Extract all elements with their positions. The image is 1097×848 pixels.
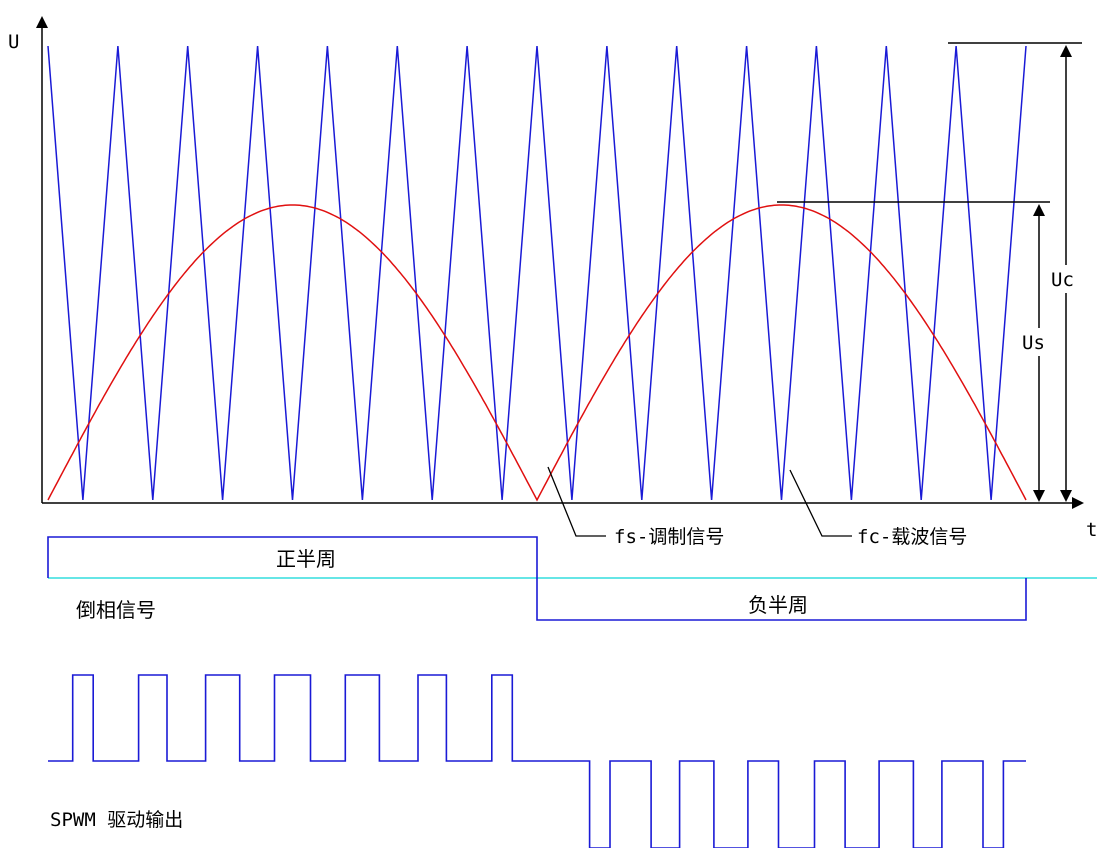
polarity-square-wave [47, 536, 1027, 621]
positive-half-label: 正半周 [276, 547, 336, 571]
modulation-sine-wave [47, 204, 1027, 502]
x-axis-label: t [1086, 519, 1097, 541]
spwm-caption: SPWM 驱动输出 [50, 809, 183, 831]
negative-half-label: 负半周 [748, 593, 808, 617]
y-axis-label: U [8, 31, 19, 53]
carrier-leader-line [789, 469, 852, 537]
modulation-leader-line [547, 466, 606, 537]
carrier-legend-label: fc-载波信号 [857, 526, 967, 548]
spwm-output-pulses [48, 674, 1026, 848]
carrier-triangle-wave [47, 45, 1027, 501]
modulation-legend-label: fs-调制信号 [614, 526, 724, 548]
polarity-caption: 倒相信号 [76, 598, 156, 622]
us-label: Us [1022, 332, 1045, 354]
uc-label: Uc [1051, 269, 1074, 291]
spwm-pulse-train [48, 674, 1026, 848]
